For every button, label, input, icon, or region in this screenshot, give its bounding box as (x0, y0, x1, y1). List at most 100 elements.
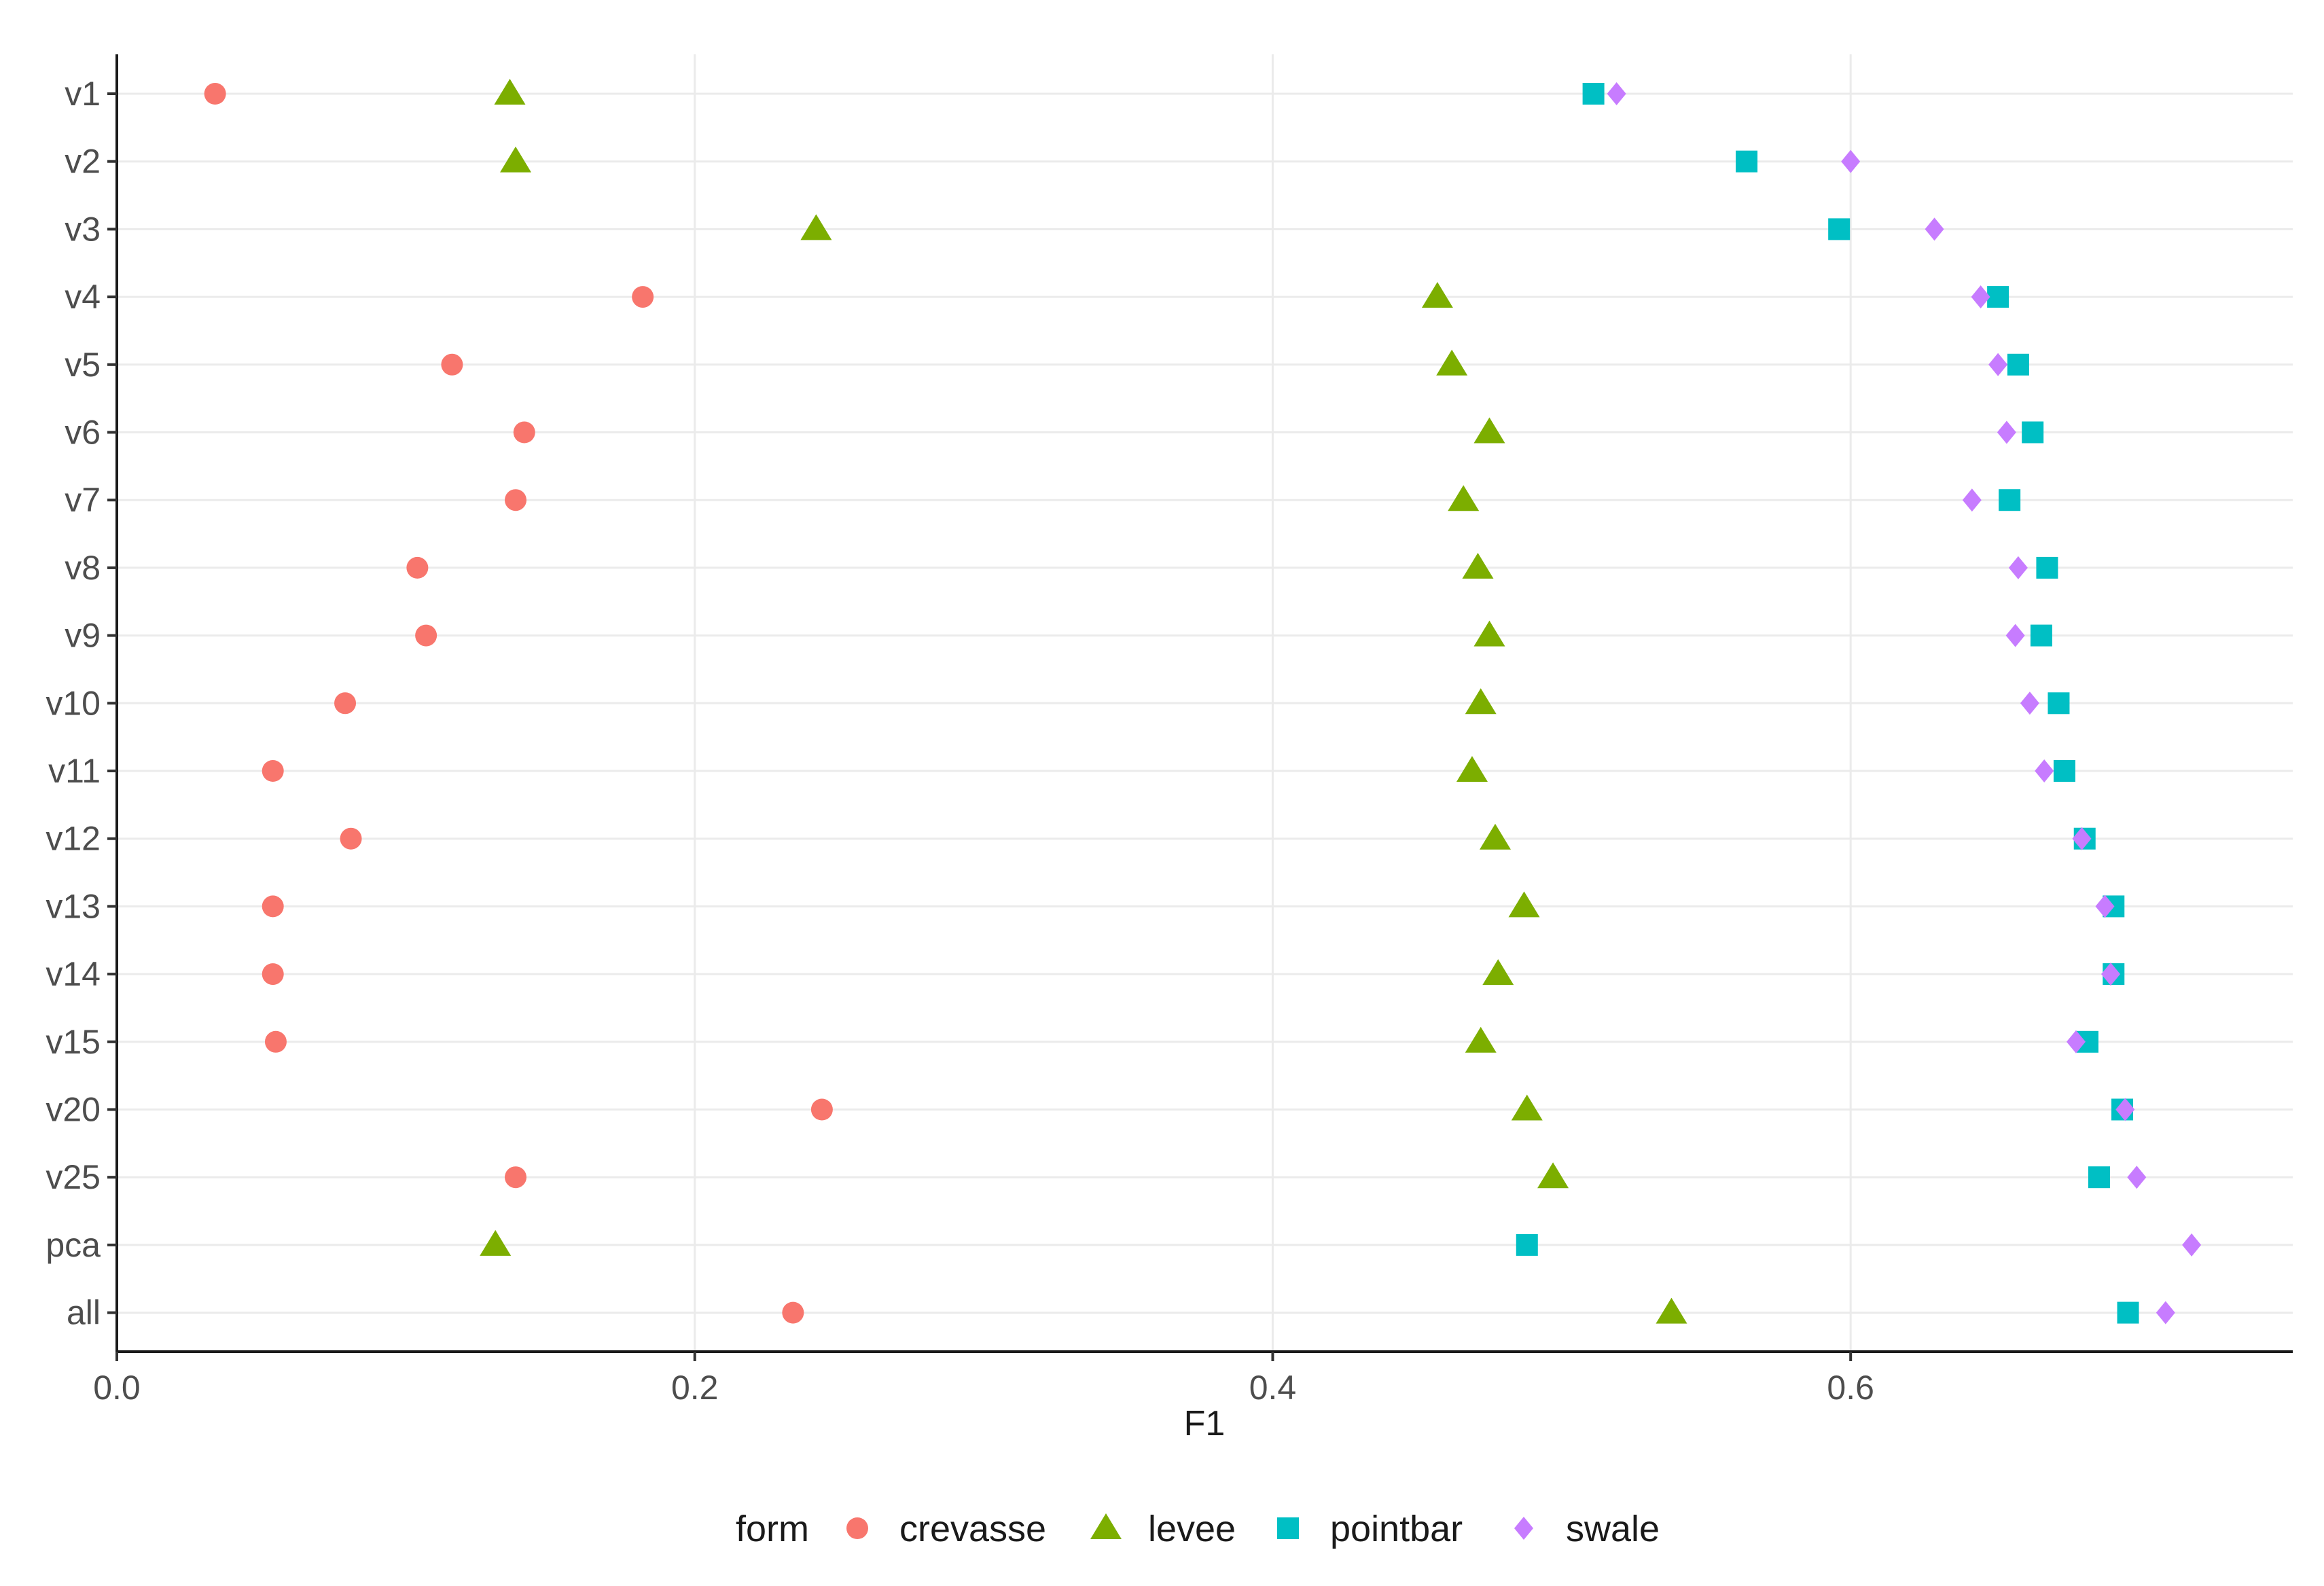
point-pointbar-v11 (2053, 760, 2075, 782)
point-crevasse-v20 (810, 1098, 833, 1121)
y-tick-label-v11: v11 (48, 752, 101, 790)
point-swale-v2 (1841, 149, 1861, 173)
point-swale-all (2156, 1301, 2175, 1324)
point-pointbar-v3 (1828, 218, 1851, 240)
point-swale-v10 (2020, 691, 2039, 715)
point-pointbar-v4 (1987, 286, 2009, 308)
y-tick-label-v10: v10 (46, 684, 101, 722)
legend: form crevasse levee pointbar swale (736, 1509, 1660, 1549)
point-levee-v15 (1465, 1026, 1497, 1053)
point-swale-v3 (1925, 217, 1944, 241)
point-swale-v15 (2066, 1030, 2086, 1053)
y-tick-label-v14: v14 (46, 955, 101, 993)
point-crevasse-v4 (632, 286, 654, 308)
y-tick-label-v8: v8 (65, 549, 101, 587)
y-tick-label-all: all (67, 1294, 101, 1332)
point-levee-v5 (1436, 349, 1468, 376)
y-tick-label-v7: v7 (65, 481, 101, 519)
point-swale-v6 (1997, 420, 2016, 444)
y-tick-label-v1: v1 (65, 75, 101, 113)
point-pointbar-v7 (1999, 489, 2021, 511)
point-pointbar-v5 (2007, 353, 2029, 376)
point-levee-v9 (1473, 620, 1505, 647)
point-pointbar-v8 (2036, 556, 2058, 579)
point-levee-v13 (1508, 891, 1540, 918)
point-crevasse-v11 (262, 760, 284, 782)
y-tick-label-v3: v3 (65, 210, 101, 248)
point-levee-v7 (1448, 485, 1480, 511)
x-axis-title: F1 (1184, 1404, 1226, 1443)
y-tick-label-v2: v2 (65, 143, 101, 181)
y-tick-label-v6: v6 (65, 414, 101, 452)
y-tick-label-v25: v25 (46, 1158, 101, 1196)
legend-key-levee (1090, 1513, 1122, 1539)
legend-label-levee: levee (1148, 1509, 1236, 1549)
point-pointbar-all (2117, 1301, 2139, 1324)
point-swale-v13 (2095, 895, 2115, 918)
y-tick-label-v13: v13 (46, 887, 101, 925)
point-swale-v7 (1962, 488, 1982, 512)
point-swale-v12 (2072, 827, 2092, 850)
point-crevasse-v25 (505, 1166, 527, 1189)
data-points (204, 79, 2202, 1324)
point-levee-v3 (800, 214, 832, 240)
point-pointbar-v10 (2048, 692, 2070, 715)
y-tick-label-v15: v15 (46, 1023, 101, 1061)
point-levee-v1 (494, 79, 526, 105)
axes: v1 v2 v3 v4 v5 v6 v7 v8 v9 v10 v11 v12 v13 v14 v15 v20 v… (46, 54, 2293, 1407)
point-pointbar-v2 (1736, 150, 1758, 173)
point-levee-v4 (1421, 282, 1453, 308)
point-swale-v5 (1988, 353, 2008, 376)
point-swale-v9 (2005, 624, 2025, 647)
point-crevasse-v10 (334, 692, 357, 715)
point-swale-v14 (2101, 962, 2121, 986)
point-swale-v1 (1607, 82, 1626, 105)
legend-title: form (736, 1509, 809, 1549)
point-levee-v20 (1511, 1094, 1543, 1121)
point-crevasse-v14 (262, 963, 284, 986)
legend-label-swale: swale (1566, 1509, 1660, 1549)
point-levee-all (1656, 1297, 1687, 1324)
point-pointbar-v6 (2022, 421, 2044, 444)
point-levee-v8 (1462, 552, 1494, 579)
point-crevasse-v12 (340, 827, 362, 850)
point-levee-v11 (1456, 756, 1488, 782)
point-swale-v8 (2008, 556, 2028, 579)
point-swale-v25 (2127, 1166, 2147, 1189)
point-crevasse-v13 (262, 895, 284, 918)
legend-label-pointbar: pointbar (1330, 1509, 1463, 1549)
point-crevasse-v6 (513, 421, 535, 444)
x-tick-label-0.0: 0.0 (93, 1369, 141, 1407)
point-levee-v2 (500, 146, 532, 173)
point-pointbar-v9 (2030, 624, 2052, 647)
legend-key-pointbar (1277, 1517, 1299, 1539)
legend-label-crevasse: crevasse (899, 1509, 1046, 1549)
point-levee-v25 (1537, 1162, 1569, 1189)
point-pointbar-v1 (1582, 83, 1605, 105)
y-tick-label-v5: v5 (65, 346, 101, 384)
point-swale-v20 (2115, 1098, 2135, 1121)
point-pointbar-v25 (2088, 1166, 2111, 1189)
point-crevasse-v9 (415, 624, 437, 647)
legend-key-crevasse (846, 1517, 868, 1539)
point-levee-v6 (1473, 417, 1505, 444)
y-tick-label-v20: v20 (46, 1091, 101, 1129)
x-tick-label-0.6: 0.6 (1827, 1369, 1874, 1407)
point-crevasse-v7 (505, 489, 527, 511)
x-tick-label-0.4: 0.4 (1249, 1369, 1297, 1407)
point-pointbar-pca (1516, 1233, 1538, 1256)
x-tick-label-0.2: 0.2 (671, 1369, 719, 1407)
point-crevasse-v5 (441, 353, 463, 376)
grid-lines (117, 54, 2293, 1352)
y-tick-label-v12: v12 (46, 820, 101, 858)
point-swale-v11 (2035, 759, 2054, 782)
point-crevasse-all (782, 1301, 804, 1324)
point-crevasse-v8 (406, 556, 429, 579)
point-crevasse-v15 (264, 1030, 287, 1053)
point-levee-v12 (1479, 823, 1511, 850)
point-swale-pca (2182, 1233, 2202, 1257)
y-tick-label-pca: pca (46, 1226, 101, 1264)
point-levee-pca (480, 1229, 512, 1256)
point-levee-v14 (1482, 959, 1514, 986)
